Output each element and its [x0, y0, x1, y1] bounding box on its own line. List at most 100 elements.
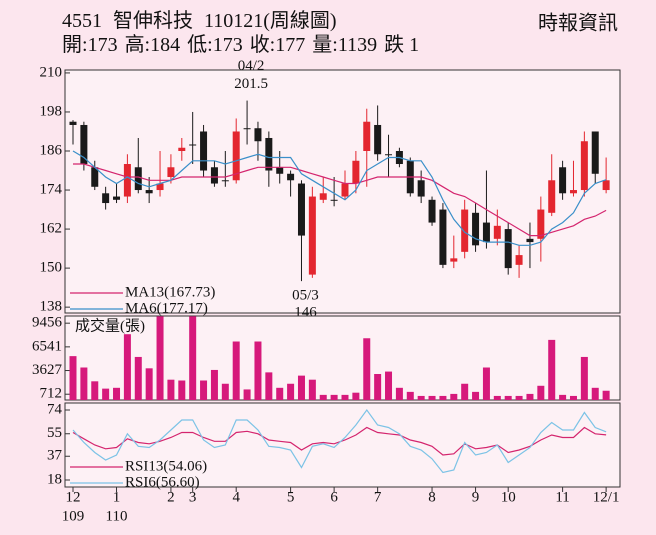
volume-bar — [319, 394, 327, 400]
volume-bar — [276, 387, 284, 400]
quote-label: 量: — [312, 34, 338, 56]
stock-code: 4551 — [62, 10, 102, 32]
y-tick-label: 18 — [47, 471, 62, 487]
title: 4551 智伸科技 110121(周線圖) — [62, 9, 337, 32]
y-tick-label: 162 — [40, 221, 63, 237]
candle-body — [417, 180, 425, 197]
source: 時報資訊 — [538, 12, 618, 35]
volume-bar — [91, 381, 99, 400]
quote-label: 高: — [125, 33, 151, 56]
candle-body — [287, 173, 295, 181]
quote-label: 收: — [250, 33, 276, 56]
quote-value: 177 — [275, 34, 305, 56]
volume-bar — [439, 395, 447, 400]
y-tick-label: 712 — [40, 386, 63, 402]
volume-bar — [243, 389, 251, 400]
y-tick-label: 55 — [47, 425, 62, 441]
candle-body — [145, 190, 153, 194]
volume-bar — [210, 369, 218, 400]
candle-body — [210, 167, 218, 184]
candle-body — [482, 222, 490, 243]
volume-bar — [156, 316, 164, 400]
volume-bar — [221, 383, 229, 400]
volume-bar — [580, 356, 588, 400]
volume-bar — [167, 379, 175, 400]
volume-bar — [69, 356, 77, 400]
volume-bar — [591, 387, 599, 400]
quote-value: 173 — [213, 34, 243, 56]
x-year-label: 110 — [106, 508, 128, 524]
quote-value: 1139 — [338, 34, 377, 56]
chart-date: 110121(周線圖) — [204, 9, 337, 32]
x-tick-label: 11 — [555, 489, 569, 505]
volume-bar — [287, 383, 295, 400]
quote-label: 低: — [187, 33, 213, 56]
volume-bar — [537, 385, 545, 400]
volume-bar — [254, 341, 262, 400]
candle-body — [602, 180, 610, 191]
volume-bar — [341, 394, 349, 400]
volume-bar — [134, 356, 142, 400]
volume-bar — [189, 316, 197, 400]
volume-bar — [145, 368, 153, 400]
y-tick-label: 37 — [47, 448, 63, 464]
candle-body — [276, 167, 284, 174]
volume-bar — [363, 338, 371, 400]
candle-body — [200, 131, 208, 171]
volume-bar — [308, 379, 316, 400]
volume-bar — [515, 395, 523, 400]
volume-bar — [178, 380, 186, 400]
volume-bar — [330, 394, 338, 400]
legend-entry: MA6(177.17) — [125, 300, 208, 316]
volume-bar — [504, 395, 512, 400]
candle-body — [80, 124, 88, 165]
candle-body — [232, 131, 240, 181]
candle-body — [123, 164, 131, 197]
candle-body — [580, 141, 588, 191]
volume-bar — [113, 387, 121, 400]
line-series — [72, 150, 607, 246]
volume-bar — [548, 339, 556, 400]
volume-bar — [472, 391, 480, 400]
candle-body — [439, 209, 447, 265]
quote-value: 173 — [88, 34, 118, 56]
candle-body — [189, 144, 197, 146]
candle-body — [167, 167, 175, 178]
volume-bar — [417, 395, 425, 400]
candle-body — [134, 167, 142, 191]
candle-body — [569, 190, 577, 194]
volume-bar — [559, 394, 567, 400]
volume-bar — [200, 380, 208, 400]
x-tick-label: 5 — [287, 489, 295, 505]
volume-bar — [374, 374, 382, 400]
candle-body — [319, 193, 327, 200]
candle-body — [352, 160, 360, 184]
quote-value: 1 — [409, 34, 419, 56]
volume-bar — [493, 395, 501, 400]
candle-body — [265, 137, 273, 171]
y-tick-label: 9456 — [32, 315, 63, 331]
x-tick-label: 12/1 — [593, 489, 620, 505]
x-tick-label: 12 — [66, 489, 81, 505]
x-tick-label: 1 — [113, 489, 121, 505]
candle-body — [548, 180, 556, 213]
candle-body — [330, 199, 338, 201]
x-tick-label: 3 — [189, 489, 197, 505]
volume-bar — [569, 395, 577, 400]
quote-line: 開:173 高:184 低:173 收:177 量:1139 跌 1 — [62, 33, 419, 56]
y-tick-label: 74 — [47, 401, 63, 417]
stock-name: 智伸科技 — [113, 9, 193, 32]
volume-bar — [232, 341, 240, 400]
candle-body — [461, 209, 469, 252]
x-tick-label: 2 — [167, 489, 175, 505]
y-tick-label: 186 — [40, 142, 63, 158]
candle-body — [69, 121, 77, 125]
candle-body — [297, 183, 305, 236]
volume-bar — [526, 393, 534, 400]
y-tick-label: 6541 — [32, 338, 62, 354]
candle-body — [363, 121, 371, 151]
candle-body — [526, 238, 534, 243]
x-tick-label: 9 — [472, 489, 480, 505]
candle-body — [308, 196, 316, 275]
candle-body — [341, 183, 349, 197]
